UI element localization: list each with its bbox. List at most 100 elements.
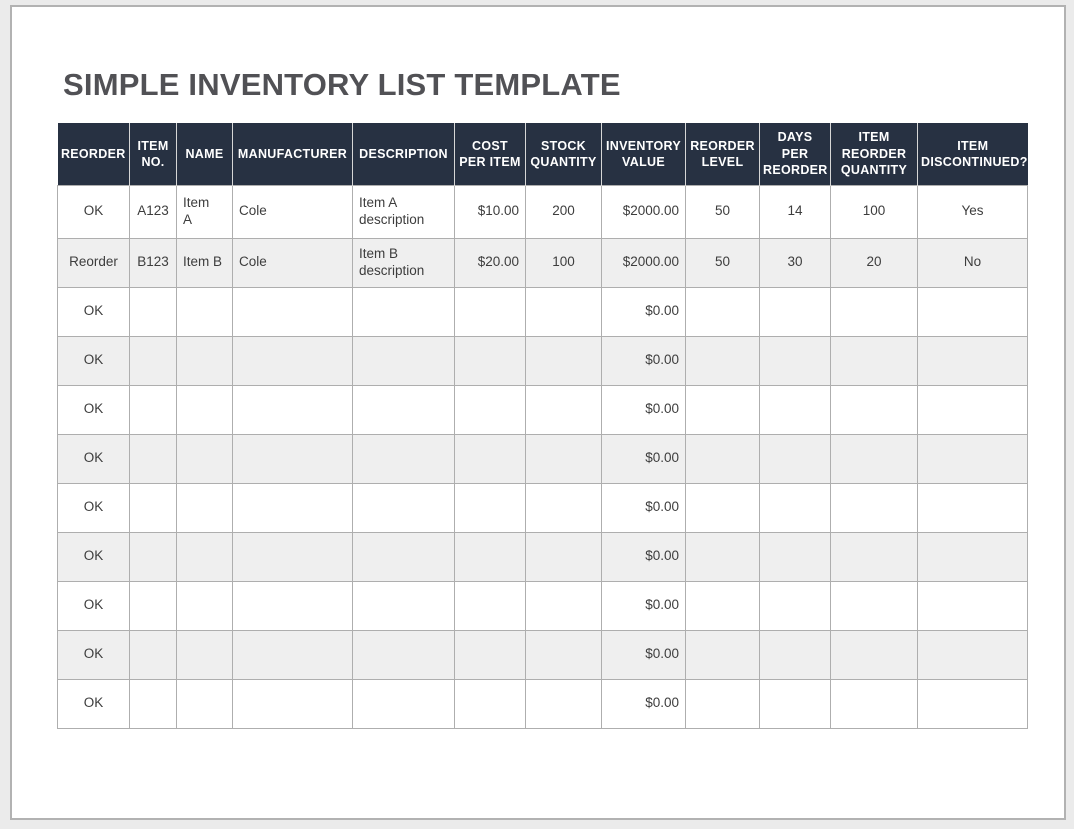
cell-description[interactable] <box>352 531 455 582</box>
cell-item-reorder-qty[interactable] <box>830 384 918 435</box>
cell-stock-quantity[interactable] <box>525 629 602 680</box>
cell-item-reorder-qty[interactable] <box>830 335 918 386</box>
cell-manufacturer[interactable] <box>232 678 353 729</box>
cell-stock-quantity[interactable] <box>525 384 602 435</box>
cell-item-reorder-qty[interactable]: 100 <box>830 184 918 239</box>
cell-description[interactable] <box>352 433 455 484</box>
cell-reorder-level[interactable] <box>685 531 760 582</box>
cell-manufacturer[interactable] <box>232 629 353 680</box>
cell-stock-quantity[interactable] <box>525 335 602 386</box>
cell-item-reorder-qty[interactable]: 20 <box>830 237 918 288</box>
cell-inventory-value[interactable]: $0.00 <box>601 580 686 631</box>
cell-days-per-reorder[interactable]: 14 <box>759 184 831 239</box>
cell-inventory-value[interactable]: $0.00 <box>601 531 686 582</box>
cell-name[interactable] <box>176 531 233 582</box>
cell-stock-quantity[interactable]: 100 <box>525 237 602 288</box>
cell-item-no[interactable] <box>129 678 177 729</box>
cell-manufacturer[interactable] <box>232 531 353 582</box>
cell-reorder[interactable]: OK <box>57 580 130 631</box>
cell-description[interactable] <box>352 286 455 337</box>
cell-description[interactable] <box>352 580 455 631</box>
cell-item-reorder-qty[interactable] <box>830 629 918 680</box>
cell-stock-quantity[interactable]: 200 <box>525 184 602 239</box>
cell-item-no[interactable] <box>129 286 177 337</box>
cell-name[interactable] <box>176 433 233 484</box>
cell-days-per-reorder[interactable] <box>759 629 831 680</box>
cell-stock-quantity[interactable] <box>525 531 602 582</box>
cell-inventory-value[interactable]: $0.00 <box>601 482 686 533</box>
cell-item-discontinued[interactable] <box>917 433 1028 484</box>
cell-item-discontinued[interactable] <box>917 286 1028 337</box>
cell-stock-quantity[interactable] <box>525 580 602 631</box>
cell-days-per-reorder[interactable] <box>759 531 831 582</box>
cell-reorder-level[interactable] <box>685 384 760 435</box>
cell-days-per-reorder[interactable] <box>759 286 831 337</box>
cell-inventory-value[interactable]: $2000.00 <box>601 237 686 288</box>
cell-cost-per-item[interactable] <box>454 482 526 533</box>
cell-name[interactable] <box>176 629 233 680</box>
cell-cost-per-item[interactable] <box>454 384 526 435</box>
cell-item-discontinued[interactable] <box>917 580 1028 631</box>
cell-manufacturer[interactable] <box>232 335 353 386</box>
cell-item-discontinued[interactable] <box>917 335 1028 386</box>
cell-inventory-value[interactable]: $0.00 <box>601 433 686 484</box>
cell-item-reorder-qty[interactable] <box>830 482 918 533</box>
cell-item-discontinued[interactable]: No <box>917 237 1028 288</box>
cell-item-no[interactable]: A123 <box>129 184 177 239</box>
cell-manufacturer[interactable]: Cole <box>232 237 353 288</box>
cell-reorder-level[interactable] <box>685 678 760 729</box>
cell-item-discontinued[interactable] <box>917 678 1028 729</box>
cell-item-discontinued[interactable] <box>917 482 1028 533</box>
cell-reorder[interactable]: Reorder <box>57 237 130 288</box>
cell-inventory-value[interactable]: $0.00 <box>601 335 686 386</box>
cell-description[interactable]: Item A description <box>352 184 455 239</box>
cell-description[interactable] <box>352 629 455 680</box>
cell-cost-per-item[interactable]: $10.00 <box>454 184 526 239</box>
cell-reorder[interactable]: OK <box>57 433 130 484</box>
cell-days-per-reorder[interactable] <box>759 433 831 484</box>
cell-reorder[interactable]: OK <box>57 629 130 680</box>
cell-description[interactable]: Item B description <box>352 237 455 288</box>
cell-stock-quantity[interactable] <box>525 286 602 337</box>
cell-reorder[interactable]: OK <box>57 184 130 239</box>
cell-name[interactable] <box>176 384 233 435</box>
cell-reorder-level[interactable] <box>685 335 760 386</box>
cell-reorder[interactable]: OK <box>57 335 130 386</box>
cell-item-no[interactable] <box>129 531 177 582</box>
cell-inventory-value[interactable]: $0.00 <box>601 384 686 435</box>
cell-cost-per-item[interactable] <box>454 678 526 729</box>
cell-inventory-value[interactable]: $0.00 <box>601 629 686 680</box>
cell-manufacturer[interactable] <box>232 580 353 631</box>
cell-days-per-reorder[interactable]: 30 <box>759 237 831 288</box>
cell-reorder-level[interactable]: 50 <box>685 237 760 288</box>
cell-name[interactable]: Item A <box>176 184 233 239</box>
cell-inventory-value[interactable]: $2000.00 <box>601 184 686 239</box>
cell-item-no[interactable] <box>129 384 177 435</box>
cell-cost-per-item[interactable] <box>454 629 526 680</box>
cell-item-discontinued[interactable]: Yes <box>917 184 1028 239</box>
cell-manufacturer[interactable] <box>232 482 353 533</box>
cell-reorder-level[interactable] <box>685 629 760 680</box>
cell-item-discontinued[interactable] <box>917 629 1028 680</box>
cell-name[interactable] <box>176 335 233 386</box>
cell-cost-per-item[interactable] <box>454 433 526 484</box>
cell-reorder[interactable]: OK <box>57 678 130 729</box>
cell-manufacturer[interactable]: Cole <box>232 184 353 239</box>
cell-inventory-value[interactable]: $0.00 <box>601 286 686 337</box>
cell-description[interactable] <box>352 482 455 533</box>
cell-stock-quantity[interactable] <box>525 433 602 484</box>
cell-item-no[interactable] <box>129 335 177 386</box>
cell-cost-per-item[interactable]: $20.00 <box>454 237 526 288</box>
cell-stock-quantity[interactable] <box>525 678 602 729</box>
cell-days-per-reorder[interactable] <box>759 335 831 386</box>
cell-item-discontinued[interactable] <box>917 531 1028 582</box>
cell-days-per-reorder[interactable] <box>759 384 831 435</box>
cell-item-reorder-qty[interactable] <box>830 286 918 337</box>
cell-name[interactable]: Item B <box>176 237 233 288</box>
cell-reorder-level[interactable] <box>685 580 760 631</box>
cell-item-reorder-qty[interactable] <box>830 580 918 631</box>
cell-reorder[interactable]: OK <box>57 384 130 435</box>
cell-description[interactable] <box>352 678 455 729</box>
cell-name[interactable] <box>176 286 233 337</box>
cell-item-no[interactable] <box>129 580 177 631</box>
